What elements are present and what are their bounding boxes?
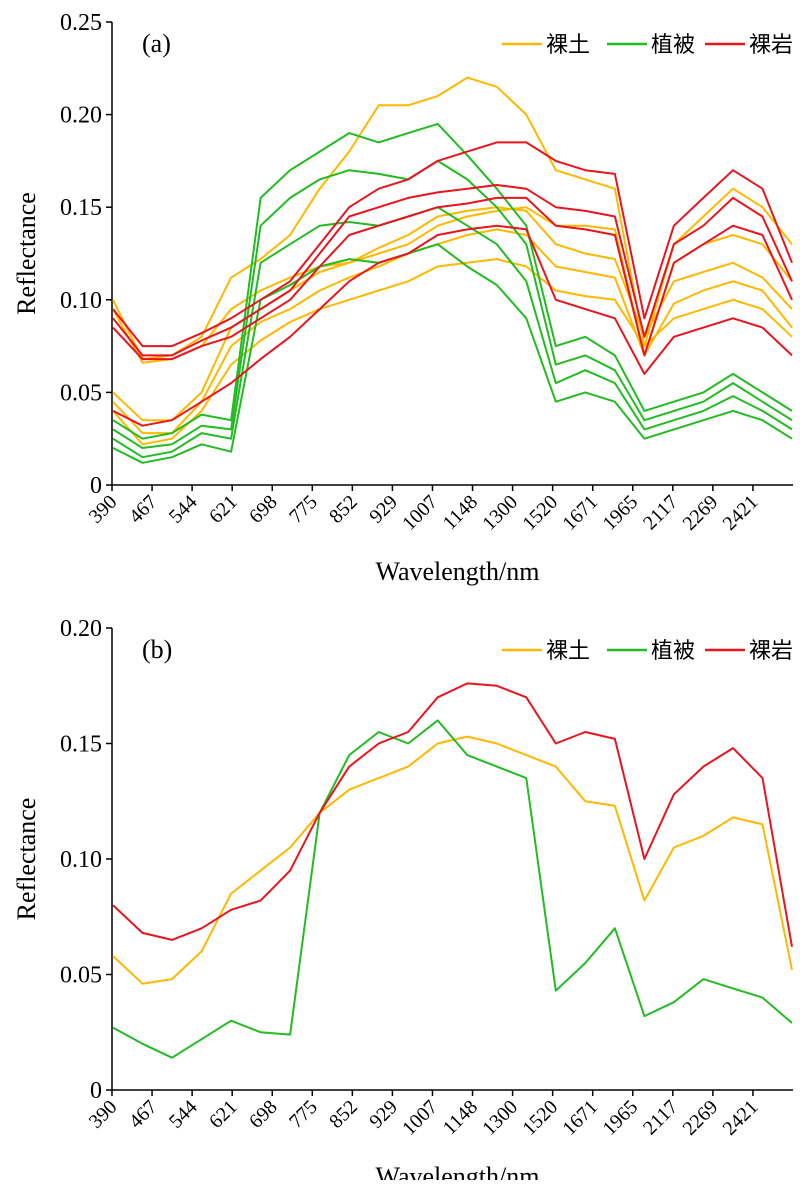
x-axis-title: Wavelength/nm [376,557,540,586]
series-line [112,159,793,449]
panel-label: (b) [142,635,172,664]
x-tick-label: 2269 [679,1096,723,1140]
series-line [112,206,793,364]
x-tick-label: 467 [125,491,162,528]
series-line [112,141,793,348]
x-tick-label: 621 [205,491,242,528]
y-tick-label: 0 [90,1078,102,1104]
series-line [112,682,793,947]
x-tick-label: 1671 [558,491,602,535]
series-line [112,243,793,464]
legend-label: 裸岩 [749,33,793,58]
series-line [112,196,793,361]
legend-label: 裸岩 [749,639,793,664]
y-tick-label: 0.15 [60,732,102,758]
x-tick-label: 929 [365,491,402,528]
x-tick-label: 775 [285,491,322,528]
legend-label: 裸土 [546,33,590,58]
x-tick-label: 621 [205,1096,242,1133]
series-line [112,719,793,1059]
x-tick-label: 1007 [398,1096,442,1140]
x-tick-label: 467 [125,1096,162,1133]
x-tick-label: 1300 [478,491,522,535]
x-tick-label: 1148 [439,491,482,534]
y-axis-title: Reflectance [12,192,41,315]
y-tick-label: 0.10 [60,288,102,314]
series-line [112,224,793,427]
legend-label: 裸土 [546,639,590,664]
x-tick-label: 1965 [598,491,642,535]
series-line [112,122,793,440]
x-tick-label: 1965 [598,1096,642,1140]
x-tick-label: 544 [165,491,202,528]
x-tick-label: 1148 [439,1096,482,1139]
x-tick-label: 2421 [719,1096,763,1140]
x-tick-label: 2421 [719,491,763,535]
x-axis-title: Wavelength/nm [376,1162,540,1180]
x-tick-label: 1007 [398,491,442,535]
series-line [112,735,793,985]
x-tick-label: 852 [325,1096,362,1133]
x-tick-label: 1300 [478,1096,522,1140]
x-tick-label: 544 [165,1096,202,1133]
series-line [112,184,793,357]
y-tick-label: 0 [90,473,102,499]
legend-label: 植被 [651,33,695,58]
x-tick-label: 2117 [639,1096,682,1139]
y-tick-label: 0.25 [60,10,102,36]
y-tick-label: 0.05 [60,380,102,406]
x-tick-label: 1671 [558,1096,602,1140]
x-tick-label: 2117 [639,491,682,534]
y-tick-label: 0.10 [60,847,102,873]
y-tick-label: 0.15 [60,195,102,221]
x-tick-label: 929 [365,1096,402,1133]
x-tick-label: 1520 [518,1096,562,1140]
y-tick-label: 0.20 [60,616,102,642]
y-tick-label: 0.20 [60,103,102,129]
y-axis-title: Reflectance [12,798,41,921]
series-line [112,258,793,446]
x-tick-label: 775 [285,1096,322,1133]
x-tick-label: 698 [245,491,282,528]
series-line [112,206,793,459]
legend-label: 植被 [651,639,695,664]
x-tick-label: 2269 [679,491,723,535]
x-tick-label: 1520 [518,491,562,535]
x-tick-label: 852 [325,491,362,528]
y-tick-label: 0.05 [60,963,102,989]
series-line [112,228,793,435]
panel-label: (a) [142,29,171,58]
series-line [112,76,793,361]
x-tick-label: 698 [245,1096,282,1133]
